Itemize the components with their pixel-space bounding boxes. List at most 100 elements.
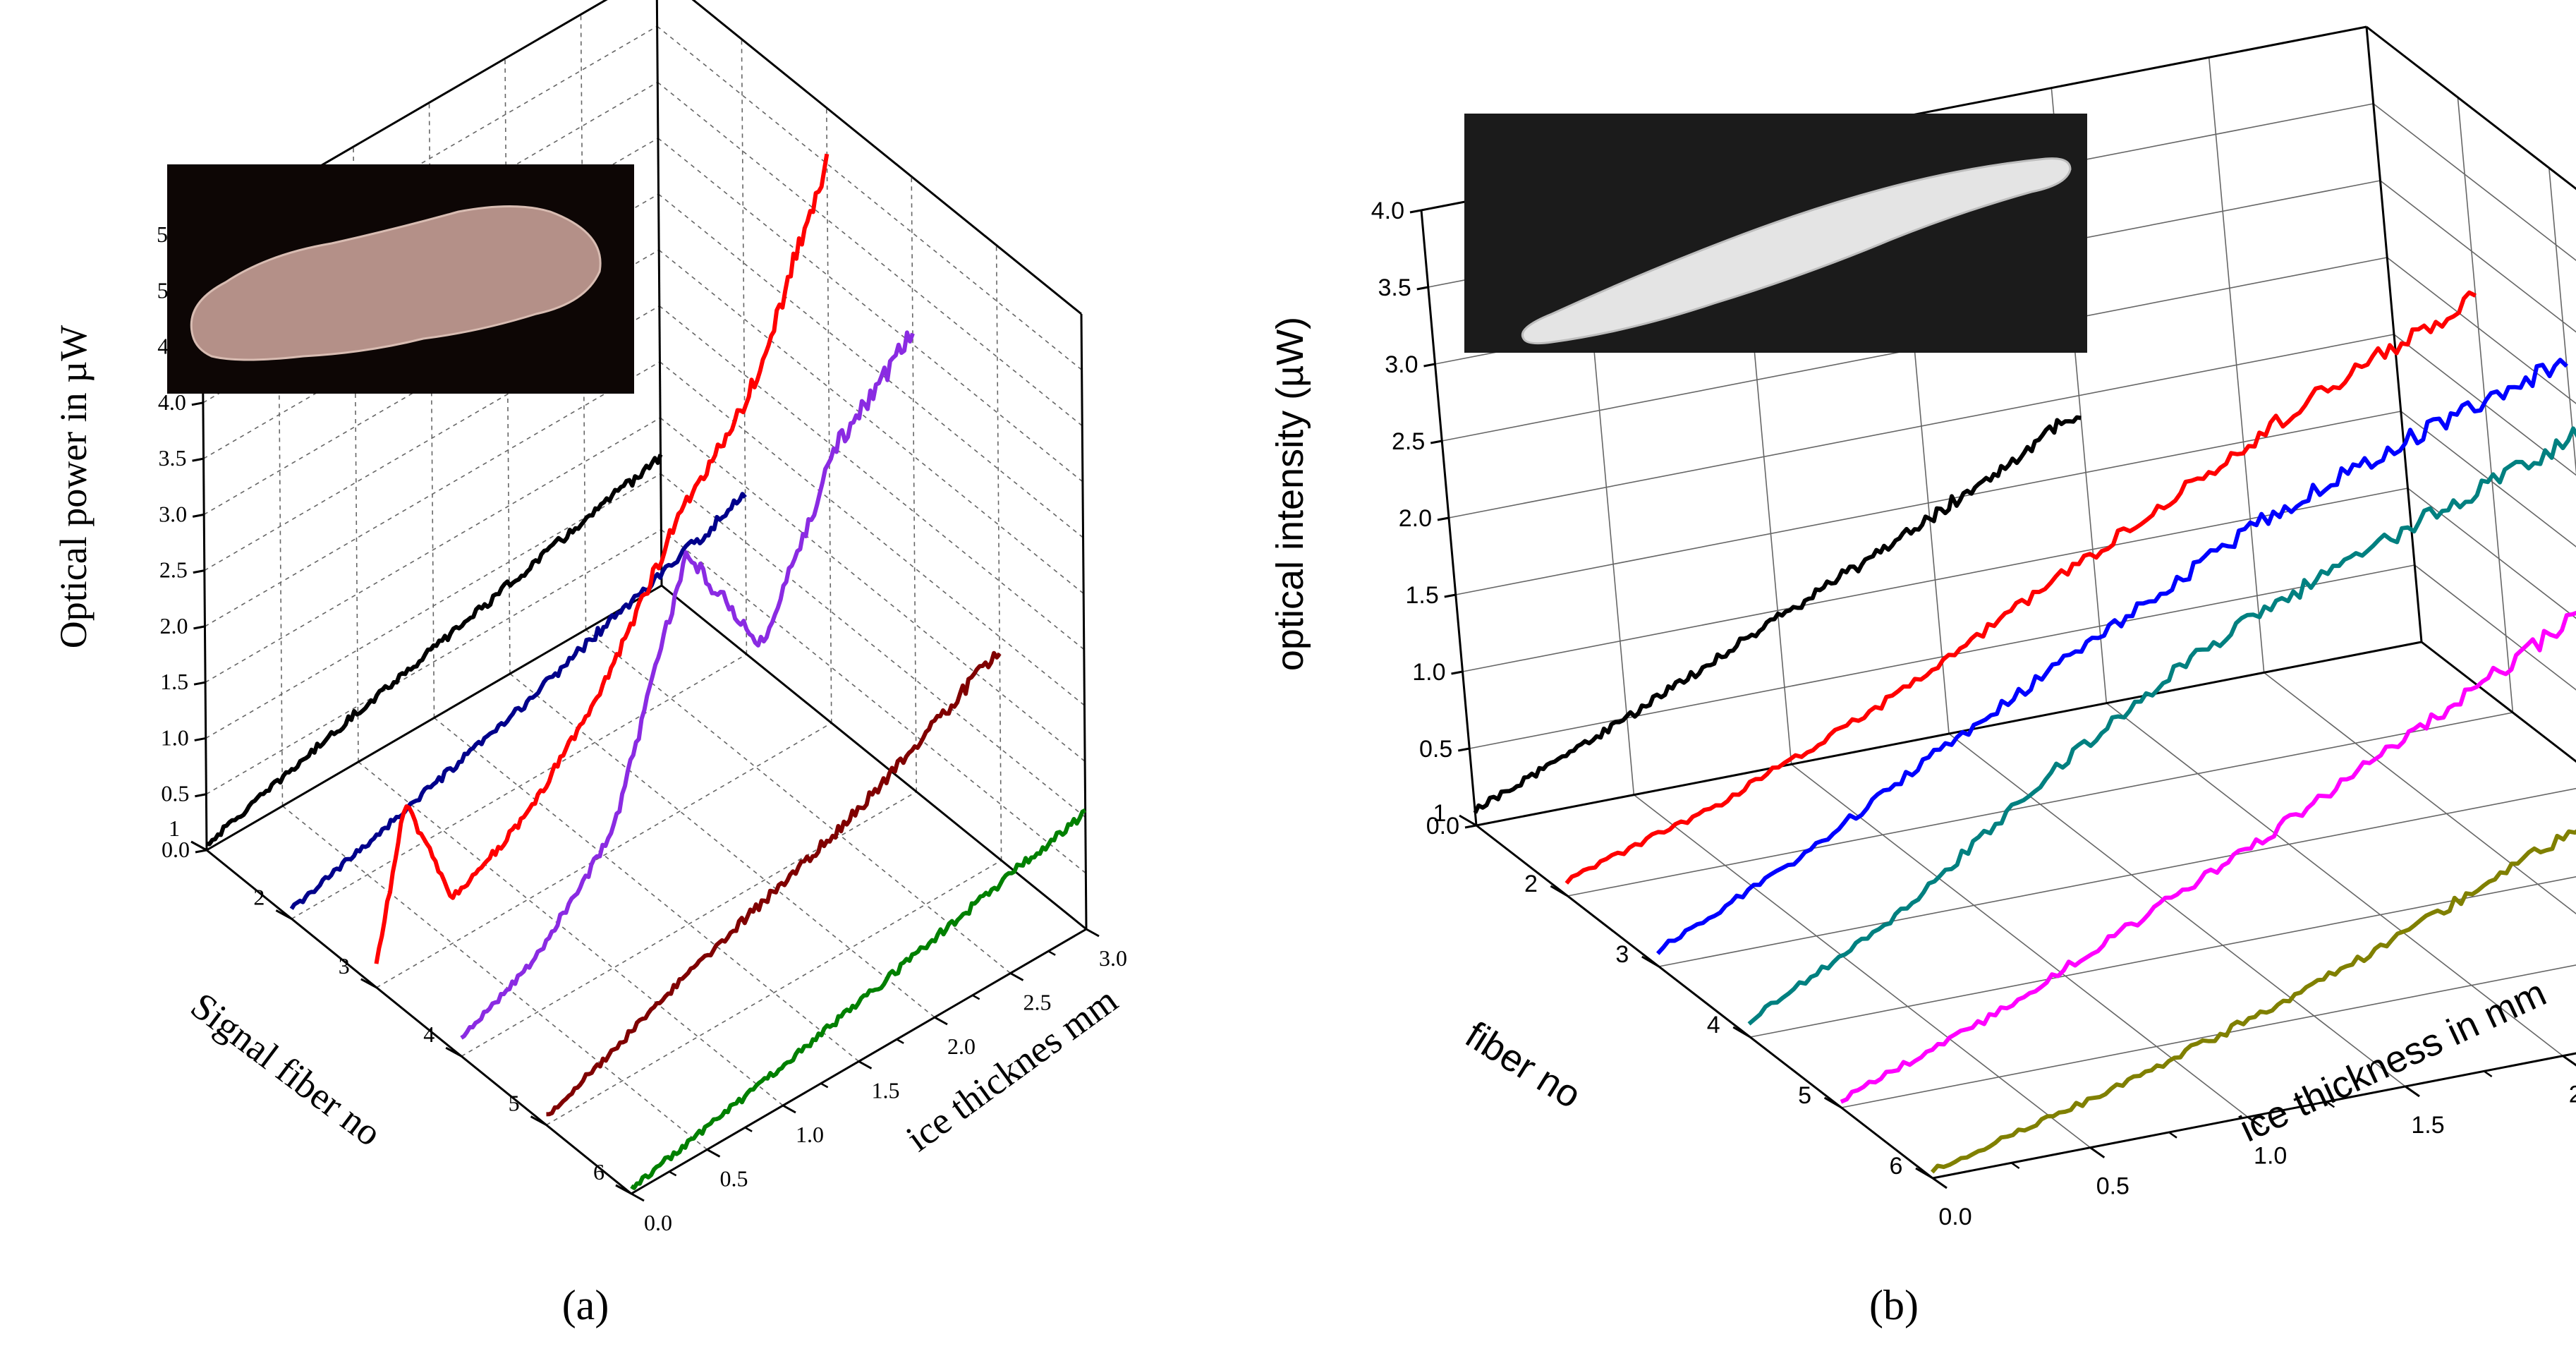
series-line-fiber-1	[206, 454, 663, 847]
z-tick	[1464, 824, 1477, 829]
gridline	[1948, 733, 2406, 1087]
gridline	[658, 249, 1084, 594]
gridline	[205, 361, 660, 627]
gridline	[1462, 487, 2408, 672]
gridline	[205, 417, 661, 683]
series-line-fiber-3	[374, 153, 830, 964]
y-minor-tick	[744, 1127, 753, 1132]
series-line-fiber-1	[1473, 415, 2082, 814]
gridline	[660, 529, 1086, 874]
y-axis: 0.00.51.01.52.02.53.0	[1932, 1055, 2576, 1230]
series-line-fiber-2	[289, 492, 747, 910]
x-tick-label: 6	[1890, 1153, 1903, 1180]
y-tick	[1086, 928, 1100, 938]
axis-edge	[691, 0, 1082, 315]
inset-photo	[1464, 114, 2087, 353]
inset-photo	[167, 164, 634, 394]
y-tick	[706, 1149, 721, 1158]
series-group	[206, 153, 1086, 1190]
gridline	[2373, 103, 2576, 261]
y-tick-label: 1.0	[2254, 1142, 2287, 1169]
gridline	[376, 722, 832, 988]
gridline	[1567, 712, 2513, 897]
y-minor-tick	[2168, 1131, 2177, 1139]
axis-edge	[2365, 26, 2423, 643]
gridline	[692, 0, 1082, 315]
gridline	[2421, 641, 2576, 763]
gridline	[2407, 487, 2576, 619]
z-tick	[1416, 286, 1429, 291]
gridline	[1469, 564, 2415, 749]
z-tick	[195, 793, 207, 798]
z-tick-label: 0.5	[161, 781, 189, 806]
series-line-fiber-4	[1747, 426, 2576, 1026]
series-line-fiber-5	[1840, 610, 2576, 1104]
y-minor-tick	[2326, 1101, 2335, 1108]
x-tick-label: 6	[593, 1159, 604, 1185]
z-axis: 0.0 0.5 1.0 1.5 2.0 2.5 3.0 3.5 4.0	[1371, 198, 1477, 840]
gridline	[277, 190, 284, 806]
y-minor-tick	[2483, 1070, 2493, 1078]
y-tick	[858, 1060, 873, 1070]
gridline	[660, 417, 1086, 762]
gridline	[659, 361, 1085, 706]
gridline	[657, 25, 1083, 370]
z-axis-label: Optical power in µW	[52, 325, 95, 649]
y-minor-tick	[1047, 950, 1056, 956]
gridline	[660, 473, 1086, 818]
x-tick-label: 3	[1615, 941, 1629, 968]
series-line-fiber-6	[630, 808, 1086, 1190]
z-tick-label: 4.0	[1371, 198, 1404, 224]
x-tick	[530, 1115, 547, 1126]
y-tick	[1932, 1177, 1948, 1189]
y-minor-tick	[2010, 1162, 2020, 1170]
z-tick	[194, 737, 207, 741]
z-tick	[1423, 363, 1435, 368]
z-tick-label: 1.5	[160, 669, 188, 694]
gridline	[1633, 794, 2091, 1149]
y-tick	[2247, 1116, 2263, 1128]
x-axis-label: fiber no	[1458, 1014, 1588, 1117]
x-tick	[275, 909, 293, 920]
axis-edge	[1476, 641, 2422, 827]
z-tick-label: 3.5	[159, 445, 187, 471]
series-line-fiber-2	[1565, 290, 2477, 885]
y-tick-label: 2.0	[2569, 1082, 2576, 1108]
z-tick	[1457, 747, 1470, 752]
z-tick	[1430, 440, 1442, 444]
y-tick-label: 2.5	[1023, 990, 1052, 1015]
gridline	[291, 653, 747, 920]
z-tick	[193, 625, 205, 630]
axis-edge	[2421, 641, 2576, 763]
panel-a-chart: 0.00.51.01.52.02.53.03.54.04.55.05.51234…	[52, 0, 1127, 1235]
gridline	[657, 138, 1083, 483]
series-line-fiber-5	[546, 650, 1002, 1117]
z-tick-label: 3.5	[1378, 274, 1411, 301]
x-tick-label: 4	[1707, 1012, 1720, 1038]
ice-sample-shape	[190, 205, 602, 361]
z-tick	[192, 457, 204, 462]
series-line-fiber-3	[1655, 358, 2568, 955]
x-tick	[1915, 1167, 1933, 1180]
x-tick	[1550, 885, 1569, 897]
y-minor-tick	[669, 1170, 677, 1177]
gridline	[2393, 334, 2576, 476]
gridline	[1750, 876, 2576, 1038]
axis-edge	[206, 849, 632, 1195]
z-tick	[1451, 670, 1463, 675]
x-axis: 1 2 3 4 5 6	[169, 816, 632, 1195]
series-line-fiber-6	[1930, 829, 2576, 1174]
panel-b-label: (b)	[1869, 1282, 1919, 1328]
x-tick	[360, 978, 377, 989]
x-tick	[1823, 1096, 1842, 1109]
x-tick-label: 5	[1798, 1082, 1811, 1109]
x-tick-label: 2	[1524, 871, 1538, 897]
y-tick-label: 0.0	[644, 1210, 672, 1235]
gridline	[658, 193, 1084, 538]
z-tick-label: 2.0	[159, 613, 188, 638]
y-tick-label: 1.5	[872, 1078, 900, 1103]
z-tick-label: 2.5	[1392, 428, 1425, 455]
series-line-fiber-4	[460, 330, 915, 1040]
z-tick-label: 1.0	[1412, 659, 1445, 686]
